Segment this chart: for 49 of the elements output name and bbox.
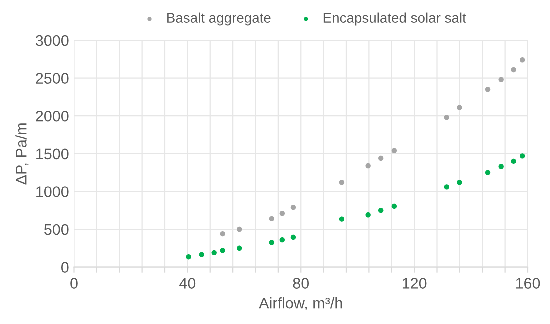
point [236, 226, 242, 232]
point [280, 211, 286, 216]
point [498, 77, 504, 82]
point [212, 250, 217, 256]
y-tick-label: 3000 [36, 35, 69, 46]
y-tick-label: 1500 [36, 148, 69, 160]
point [269, 216, 275, 222]
point [392, 204, 398, 210]
point [511, 158, 516, 164]
point [220, 231, 226, 237]
point [457, 105, 462, 110]
x-tick-label: 120 [402, 278, 427, 289]
point [511, 67, 516, 73]
point [199, 252, 204, 258]
point [339, 180, 345, 186]
point [444, 115, 450, 120]
point [366, 212, 371, 218]
point [186, 254, 192, 260]
point [378, 156, 384, 162]
y-tick-label: 2000 [36, 110, 69, 122]
y-tick-label: 1000 [36, 186, 69, 198]
point [366, 163, 371, 169]
y-tick-label: 500 [44, 224, 69, 236]
point [220, 248, 226, 254]
point [520, 58, 526, 63]
y-axis-title: ΔP, Pa/m [16, 124, 29, 185]
point [290, 234, 296, 240]
x-tick-label: 40 [180, 278, 196, 289]
y-tick-label: 2500 [36, 73, 69, 84]
point [457, 180, 462, 186]
point [444, 184, 450, 190]
point [378, 208, 384, 214]
x-tick-label: 0 [70, 278, 78, 289]
point [236, 246, 242, 251]
legend-label: Basalt aggregate [168, 12, 271, 26]
point [290, 204, 296, 210]
point [280, 237, 286, 243]
x-tick-label: 80 [293, 278, 310, 289]
point [485, 170, 491, 176]
x-tick-label: 160 [516, 278, 540, 289]
point [269, 240, 275, 246]
point [485, 87, 491, 92]
legend-label: Encapsulated solar salt [324, 12, 466, 26]
point [339, 216, 345, 222]
point [498, 164, 504, 170]
y-tick-label: 0 [61, 262, 69, 273]
point [392, 148, 398, 154]
x-axis-title: Airflow, m³/h [259, 298, 342, 311]
point [520, 154, 526, 159]
